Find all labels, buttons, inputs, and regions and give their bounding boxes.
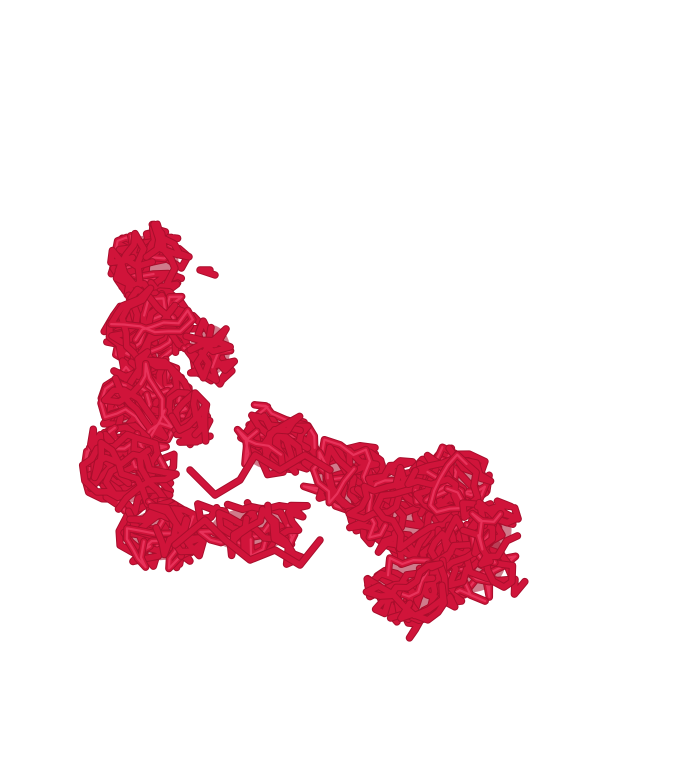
backbone-segment-32 xyxy=(91,439,179,512)
backbone-segment-91 xyxy=(363,561,447,623)
linker-loop-1 xyxy=(187,452,333,498)
backbone-strands xyxy=(78,220,529,642)
backbone-highlight-14 xyxy=(109,309,194,341)
linker-loop-2 xyxy=(197,267,218,278)
backbone-highlight-89 xyxy=(386,556,429,601)
backbone-highlight-52 xyxy=(236,428,283,465)
backbone-highlight-63 xyxy=(312,451,356,504)
backbone-segment-6 xyxy=(141,221,192,308)
backbone-segment-43 xyxy=(183,326,233,381)
backbone-segment-46 xyxy=(168,390,210,444)
linker-loop-0 xyxy=(172,517,323,568)
backbone-highlight-12 xyxy=(125,297,175,361)
backbone-segment-45 xyxy=(174,417,213,445)
backbone-highlight-95 xyxy=(471,512,502,551)
